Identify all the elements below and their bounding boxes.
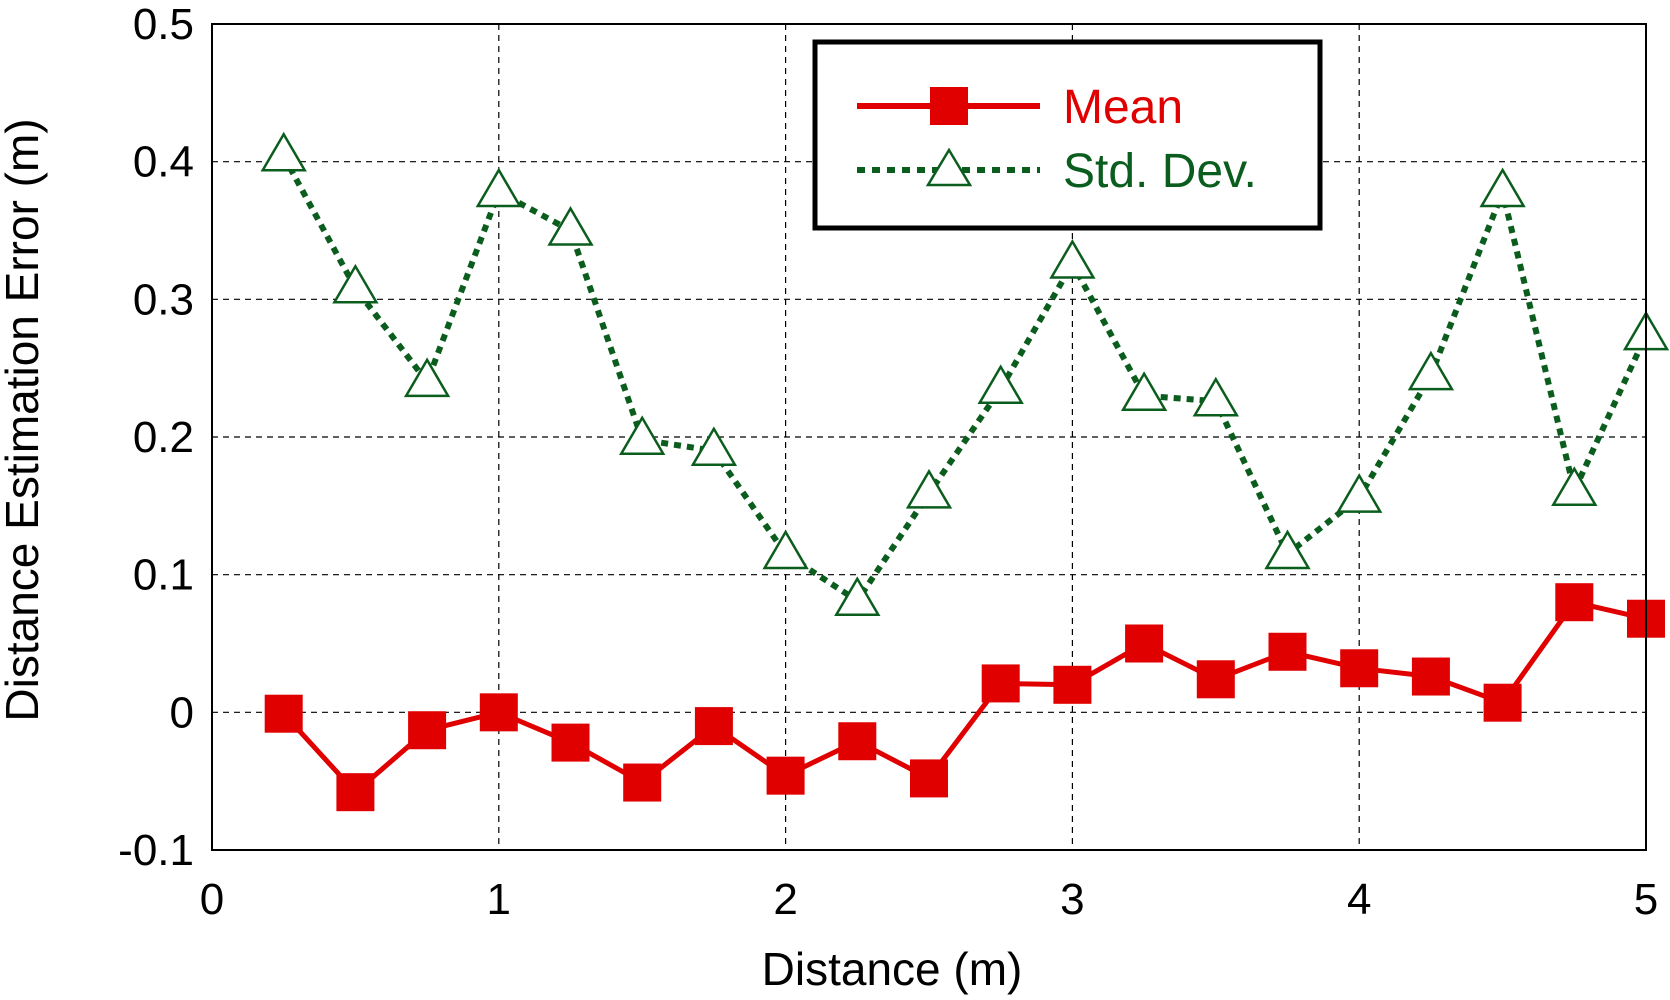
y-tick-label: 0.5 — [133, 0, 194, 49]
legend-box — [812, 39, 1323, 231]
plot-frame — [211, 23, 1647, 851]
x-tick-label: 5 — [1634, 875, 1658, 924]
x-tick-label: 3 — [1060, 875, 1084, 924]
mean-point — [1268, 632, 1307, 671]
mean-point — [336, 773, 375, 812]
std-dev-point — [1192, 376, 1239, 417]
mean-point — [766, 756, 805, 795]
mean-point — [1340, 649, 1379, 688]
std-dev-point — [1479, 167, 1526, 208]
mean-point — [479, 693, 518, 732]
mean-point — [1483, 683, 1522, 722]
legend-std-dev-label: Std. Dev. — [1063, 145, 1257, 198]
std-dev-point — [260, 131, 307, 172]
std-dev-point — [977, 364, 1024, 405]
mean-point — [551, 723, 590, 762]
std-dev-point — [834, 576, 881, 617]
std-dev-point — [547, 206, 594, 246]
y-tick-label: 0.1 — [133, 551, 194, 600]
mean-point — [1196, 660, 1235, 699]
mean-point — [910, 759, 948, 798]
std-dev-point — [1407, 350, 1455, 391]
x-tick-label: 0 — [200, 875, 224, 924]
y-axis-label: Distance Estimation Error (m) — [0, 118, 48, 721]
std-dev-point — [905, 468, 953, 509]
std-dev-point — [403, 357, 451, 398]
mean-point — [264, 694, 303, 733]
std-dev-point — [475, 167, 522, 208]
y-tick-label: 0.4 — [133, 138, 194, 187]
std-dev-point — [762, 529, 809, 570]
mean-point — [981, 664, 1020, 703]
legend-mean-marker — [930, 87, 968, 125]
std-dev-point — [619, 415, 666, 456]
std-dev-point — [332, 263, 379, 304]
mean-point — [623, 763, 662, 802]
legend: Mean Std. Dev. — [812, 39, 1323, 231]
mean-point — [1555, 583, 1594, 622]
mean-point — [838, 722, 877, 761]
x-tick-label: 4 — [1347, 875, 1371, 924]
mean-point — [694, 707, 733, 746]
legend-mean-label: Mean — [1063, 81, 1183, 134]
mean-point — [1411, 657, 1450, 696]
std-dev-point — [690, 426, 738, 467]
x-axis-label: Distance (m) — [762, 943, 1023, 995]
y-tick-label: 0.3 — [133, 275, 194, 324]
mean-point — [1125, 624, 1164, 663]
mean-point — [1053, 665, 1092, 704]
std-dev-point — [1120, 371, 1168, 411]
std-dev-point — [1551, 466, 1598, 506]
x-tick-label: 1 — [487, 875, 511, 924]
series-layer — [260, 131, 1670, 812]
y-tick-label: 0.2 — [133, 413, 194, 462]
mean-point — [408, 711, 447, 750]
legend-std-dev-marker — [925, 147, 973, 187]
std-dev-point — [1264, 529, 1311, 570]
std-dev-point — [1336, 473, 1383, 513]
std-dev-point — [1049, 239, 1096, 279]
x-tick-label: 2 — [773, 875, 797, 924]
y-tick-label: -0.1 — [118, 826, 194, 875]
tick-labels: 0 1 2 3 4 5-0.100.10.20.30.40.5 — [118, 0, 1658, 924]
y-tick-label: 0 — [170, 688, 194, 737]
